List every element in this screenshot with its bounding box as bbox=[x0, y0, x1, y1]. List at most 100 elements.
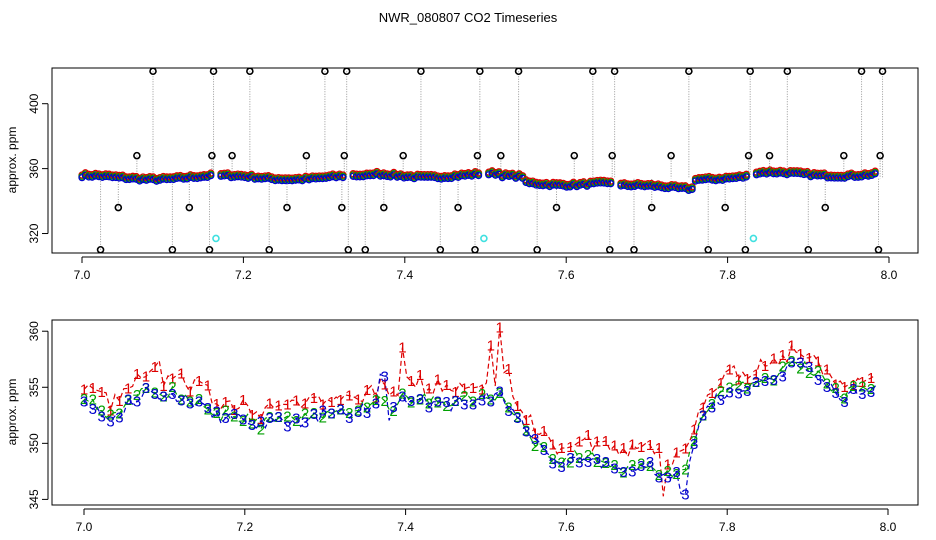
bottom-series-marker-1: 1 bbox=[858, 374, 866, 391]
bottom-series-marker-3: 3 bbox=[770, 372, 778, 389]
bottom-series-marker-1: 1 bbox=[292, 393, 300, 410]
bottom-series-marker-2: 2 bbox=[115, 406, 123, 423]
bottom-series-marker-2: 2 bbox=[610, 457, 618, 474]
bottom-plot-frame bbox=[51, 319, 919, 506]
bottom-series-marker-1: 1 bbox=[239, 392, 247, 409]
bottom-series-marker-1: 1 bbox=[787, 337, 795, 354]
top-base-point-blue bbox=[542, 181, 550, 189]
bottom-series-marker-1: 1 bbox=[496, 320, 504, 337]
top-base-point-blue bbox=[559, 182, 567, 190]
bottom-series-marker-2: 2 bbox=[230, 408, 238, 425]
top-outlier-point bbox=[399, 151, 407, 160]
bottom-series-marker-3: 3 bbox=[664, 469, 672, 486]
bottom-series-marker-3: 3 bbox=[478, 392, 486, 409]
bottom-series-marker-2: 2 bbox=[80, 391, 88, 408]
top-outlier-point bbox=[344, 245, 353, 254]
top-outlier-markers bbox=[96, 67, 887, 254]
top-outlier-point bbox=[610, 67, 619, 76]
bottom-series-marker-1: 1 bbox=[80, 381, 88, 398]
bottom-series-marker-2: 2 bbox=[566, 455, 574, 472]
bottom-series-marker-3: 3 bbox=[787, 354, 795, 371]
bottom-series-marker-2: 2 bbox=[248, 416, 256, 433]
top-outlier-point bbox=[552, 203, 561, 212]
bottom-series-marker-2: 2 bbox=[434, 394, 442, 411]
top-outlier-point bbox=[133, 151, 141, 160]
bottom-series-marker-1: 1 bbox=[779, 347, 787, 364]
top-base-point-blue bbox=[742, 173, 750, 181]
bottom-series-marker-2: 2 bbox=[717, 383, 725, 400]
bottom-series-marker-2: 2 bbox=[345, 405, 353, 422]
bottom-series-marker-2: 2 bbox=[779, 359, 787, 376]
bottom-series-marker-1: 1 bbox=[628, 436, 636, 453]
top-outlier-point bbox=[96, 245, 105, 254]
bottom-series-marker-1: 1 bbox=[504, 361, 512, 378]
top-base-point-blue bbox=[620, 181, 628, 190]
bottom-series-marker-1: 1 bbox=[195, 373, 203, 390]
bottom-series-marker-3: 3 bbox=[257, 413, 265, 430]
bottom-x-tick-label: 7.4 bbox=[397, 520, 414, 534]
top-x-tick-label: 7.8 bbox=[719, 268, 736, 282]
bottom-series-marker-2: 2 bbox=[398, 386, 406, 403]
bottom-x-tick-label: 8.0 bbox=[880, 520, 897, 534]
bottom-series-marker-2: 2 bbox=[257, 421, 265, 438]
bottom-series-marker-1: 1 bbox=[734, 371, 742, 388]
bottom-series-marker-1: 1 bbox=[849, 377, 857, 394]
bottom-series-marker-2: 2 bbox=[381, 393, 389, 410]
top-outlier-cyan-point bbox=[480, 234, 488, 243]
top-outlier-point bbox=[361, 245, 370, 254]
bottom-series-marker-2: 2 bbox=[310, 405, 318, 422]
bottom-series-marker-1: 1 bbox=[221, 394, 229, 411]
top-outlier-point bbox=[246, 67, 254, 76]
bottom-series-marker-3: 3 bbox=[725, 385, 733, 402]
bottom-series-marker-1: 1 bbox=[575, 434, 583, 451]
bottom-series-marker-2: 2 bbox=[469, 394, 477, 411]
bottom-series-marker-2: 2 bbox=[327, 405, 335, 422]
bottom-series-marker-3: 3 bbox=[779, 368, 787, 385]
bottom-series-marker-2: 2 bbox=[389, 403, 397, 420]
bottom-series-marker-3: 3 bbox=[106, 414, 114, 431]
top-outlier-point bbox=[783, 67, 792, 76]
top-x-tick-label: 7.2 bbox=[235, 268, 252, 282]
top-outlier-point bbox=[185, 203, 194, 212]
top-base-point-blue bbox=[339, 173, 347, 182]
bottom-series-marker-1: 1 bbox=[840, 379, 848, 396]
bottom-series-marker-3: 3 bbox=[619, 464, 627, 481]
top-outlier-point bbox=[471, 245, 479, 254]
bottom-series-marker-2: 2 bbox=[168, 379, 176, 396]
bottom-series-marker-3: 3 bbox=[124, 392, 132, 409]
bottom-series-marker-3: 3 bbox=[602, 454, 610, 471]
bottom-series-marker-3: 3 bbox=[89, 401, 97, 418]
bottom-series-marker-3: 3 bbox=[513, 410, 521, 427]
bottom-series-marker-3: 3 bbox=[496, 383, 504, 400]
top-outlier-point bbox=[721, 203, 729, 212]
bottom-series-marker-1: 1 bbox=[177, 366, 185, 383]
bottom-series-marker-3: 3 bbox=[655, 469, 663, 486]
bottom-series-marker-3: 3 bbox=[195, 394, 203, 411]
top-outlier-point bbox=[685, 67, 693, 76]
bottom-series-marker-1: 1 bbox=[327, 394, 335, 411]
bottom-series-marker-2: 2 bbox=[646, 458, 654, 475]
top-outlier-point bbox=[321, 67, 329, 76]
bottom-series-marker-1: 1 bbox=[557, 440, 565, 457]
bottom-series-marker-2: 2 bbox=[283, 408, 291, 425]
bottom-series-marker-1: 1 bbox=[398, 340, 406, 357]
bottom-series-marker-1: 1 bbox=[513, 398, 521, 415]
bottom-series-marker-1: 1 bbox=[823, 361, 831, 378]
bottom-series-marker-2: 2 bbox=[98, 403, 106, 420]
bottom-series-marker-1: 1 bbox=[204, 378, 212, 395]
bottom-series-marker-1: 1 bbox=[522, 412, 530, 429]
top-outlier-point bbox=[821, 203, 830, 212]
bottom-series-marker-2: 2 bbox=[151, 385, 159, 402]
bottom-series-marker-2: 2 bbox=[557, 455, 565, 472]
bottom-series-marker-3: 3 bbox=[372, 396, 380, 413]
bottom-series-marker-1: 1 bbox=[805, 350, 813, 367]
bottom-series-marker-1: 1 bbox=[867, 370, 875, 387]
bottom-series-marker-3: 3 bbox=[867, 384, 875, 401]
top-outlier-point bbox=[840, 151, 848, 160]
top-base-point-blue bbox=[654, 183, 662, 191]
bottom-series-marker-2: 2 bbox=[823, 376, 831, 393]
bottom-series-marker-2: 2 bbox=[664, 463, 672, 480]
top-outlier-point bbox=[436, 245, 445, 254]
